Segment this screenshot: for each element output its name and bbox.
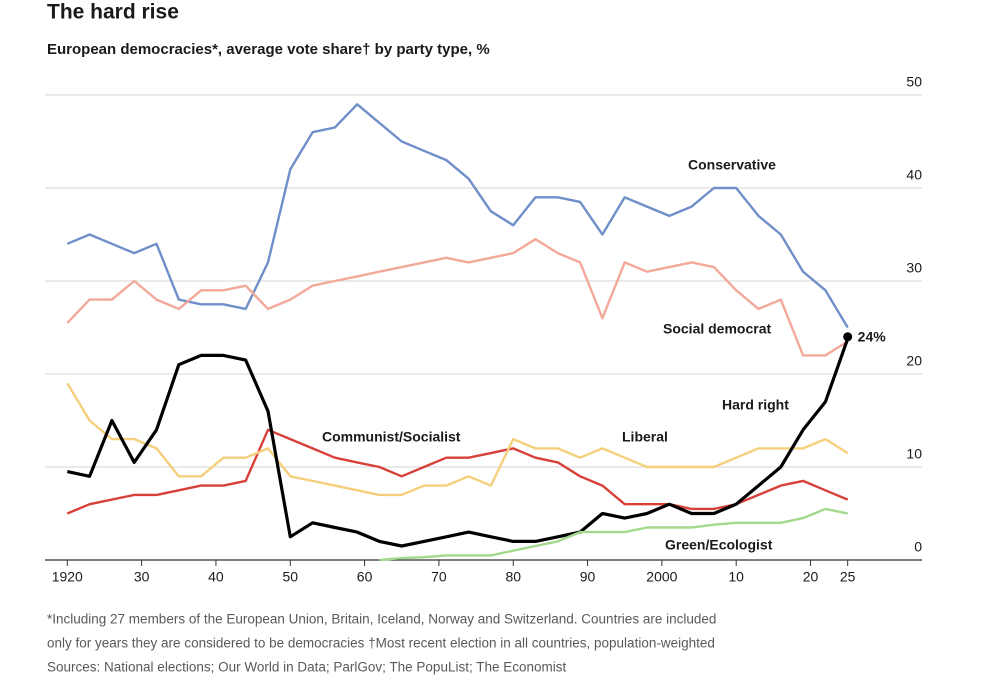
x-tick-label: 25 (840, 569, 856, 585)
series-line (66, 238, 849, 357)
series-label: Communist/Socialist (322, 429, 461, 445)
x-tick-label: 10 (728, 569, 744, 585)
annotation-dot (843, 332, 853, 342)
y-tick-label: 50 (906, 74, 922, 90)
series-line (379, 507, 848, 562)
series-line (66, 103, 849, 329)
x-tick-label: 40 (208, 569, 224, 585)
series-label: Liberal (622, 429, 668, 445)
y-tick-label: 20 (906, 353, 922, 369)
series-label: Conservative (688, 157, 776, 173)
footnote: Sources: National elections; Our World i… (47, 660, 566, 675)
footnote: only for years they are considered to be… (47, 636, 715, 651)
series-line (66, 338, 850, 548)
x-tick-label: 80 (505, 569, 521, 585)
x-tick-label: 30 (134, 569, 150, 585)
x-tick-label: 20 (803, 569, 819, 585)
series-line (66, 428, 849, 515)
x-tick-label: 60 (357, 569, 373, 585)
series-label: Green/Ecologist (665, 537, 773, 553)
y-tick-label: 10 (906, 446, 922, 462)
x-tick-label: 2000 (646, 569, 677, 585)
x-tick-label: 50 (282, 569, 298, 585)
y-tick-label: 40 (906, 167, 922, 183)
series-label: Hard right (722, 397, 789, 413)
y-tick-label: 30 (906, 260, 922, 276)
series-label: Social democrat (663, 321, 771, 337)
footnote: *Including 27 members of the European Un… (47, 612, 716, 627)
y-tick-label: 0 (914, 539, 922, 555)
chart-subtitle: European democracies*, average vote shar… (47, 41, 490, 58)
x-tick-label: 1920 (52, 569, 83, 585)
x-tick-label: 70 (431, 569, 447, 585)
notes: *Including 27 members of the European Un… (47, 612, 716, 675)
annotation-label: 24% (858, 329, 887, 345)
x-tick-label: 90 (580, 569, 596, 585)
chart-title: The hard rise (47, 1, 179, 24)
series-line (66, 382, 849, 497)
